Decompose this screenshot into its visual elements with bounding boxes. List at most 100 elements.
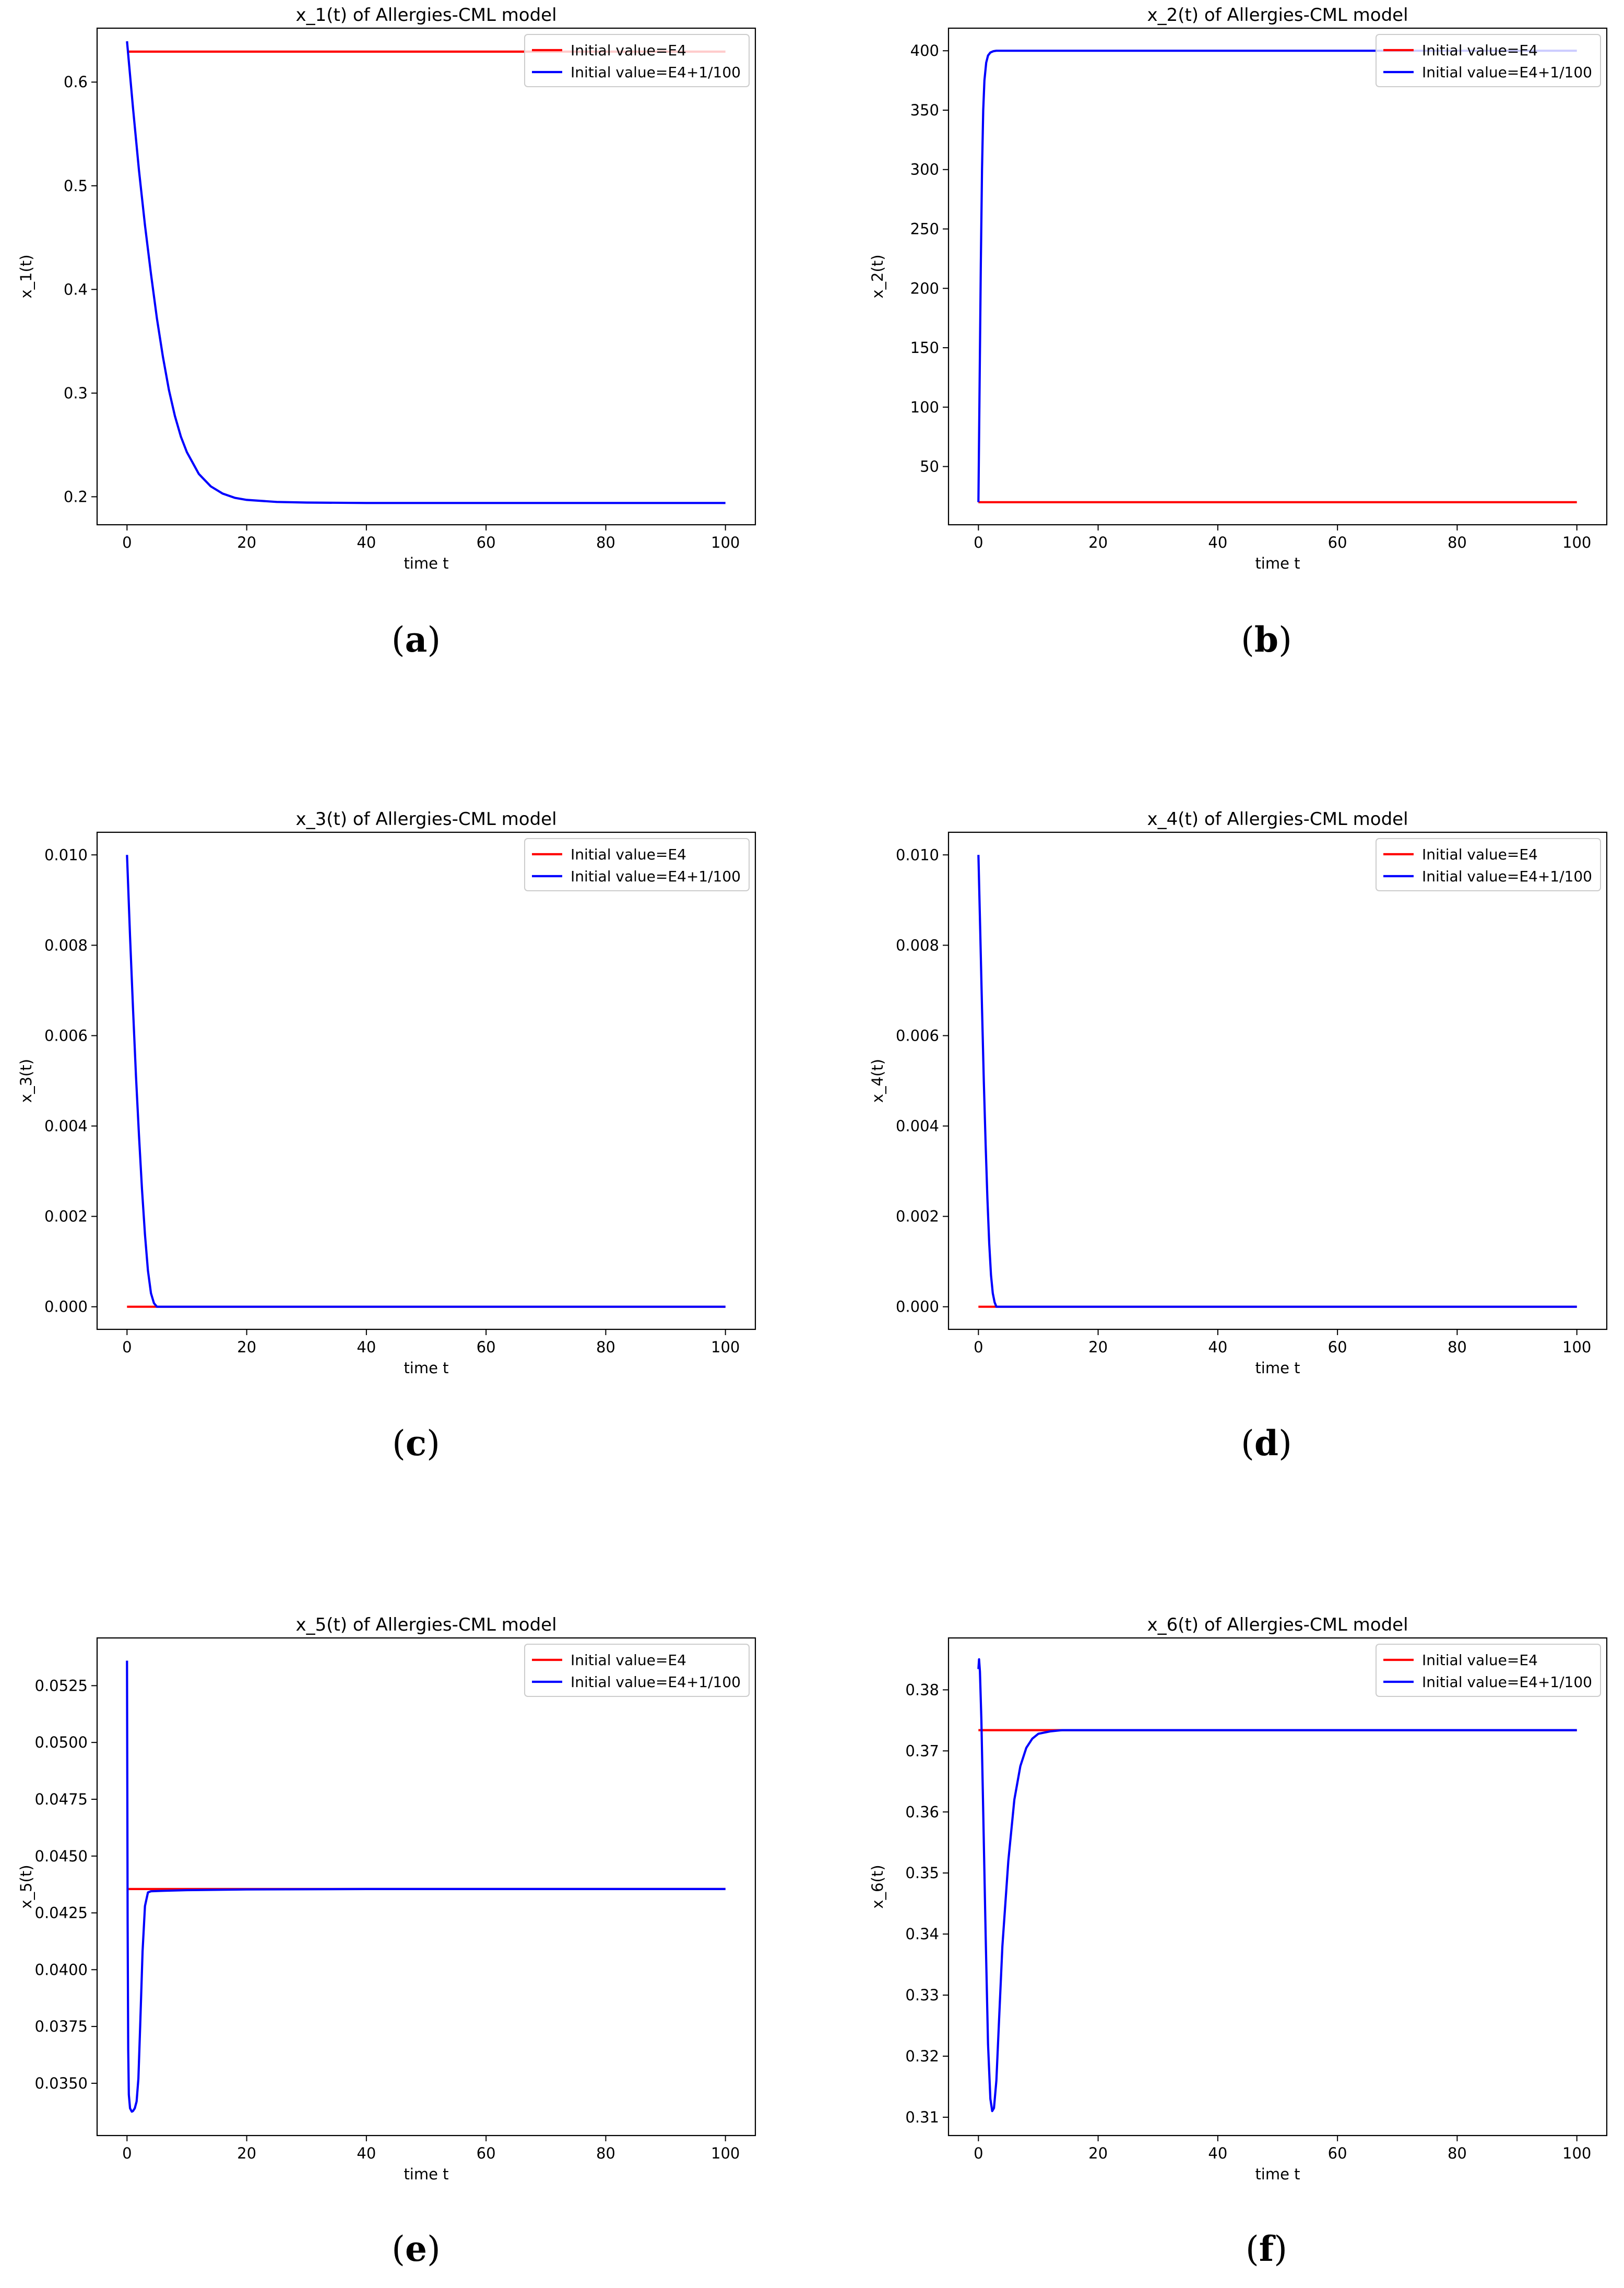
- legend-entry: Initial value=E4: [1422, 1652, 1538, 1669]
- legend: Initial value=E4 Initial value=E4+1/100: [1376, 838, 1601, 891]
- y-tick-label: 0.2: [64, 488, 88, 505]
- y-tick-label: 0.0375: [35, 2018, 88, 2035]
- chart-title: x_4(t) of Allergies-CML model: [1147, 809, 1408, 830]
- plot-frame: [96, 27, 756, 526]
- x-tick-label: 60: [1328, 1338, 1347, 1356]
- y-axis-label: x_2(t): [869, 254, 886, 298]
- series-line-e4-perturbed: [977, 50, 1577, 502]
- y-tick-label: 0.010: [44, 846, 88, 864]
- chart-title: x_2(t) of Allergies-CML model: [1147, 5, 1408, 26]
- series-group: [126, 855, 726, 1308]
- x-tick-label: 20: [237, 534, 256, 551]
- y-tick-label: 200: [910, 279, 939, 297]
- y-tick-label: 0.006: [896, 1027, 939, 1044]
- chart-panel-f: 0 20 40 60 80 100 0.31 0.32 0.33 0.34 0.35 0.36 0.37…: [869, 1614, 1608, 2269]
- series-group: [126, 1660, 726, 2113]
- x-tick-label: 100: [1562, 534, 1591, 551]
- legend-entry: Initial value=E4+1/100: [1422, 64, 1592, 81]
- series-line-e4-perturbed: [977, 1658, 1577, 2113]
- y-tick-label: 0.38: [905, 1681, 939, 1699]
- x-axis-label: time t: [1255, 555, 1300, 572]
- y-tick-label: 400: [910, 42, 939, 60]
- x-tick-label: 60: [1328, 2144, 1347, 2162]
- panel-caption: (b): [1241, 619, 1292, 660]
- legend-entry: Initial value=E4+1/100: [571, 868, 741, 885]
- legend-entry: Initial value=E4+1/100: [571, 1673, 741, 1691]
- x-tick-label: 40: [357, 1338, 376, 1356]
- x-tick-label: 20: [237, 2144, 256, 2162]
- y-tick-label: 0.0350: [35, 2074, 88, 2092]
- y-tick-label: 0.008: [44, 936, 88, 954]
- y-tick-label: 0.34: [905, 1925, 939, 1943]
- x-tick-label: 80: [1448, 1338, 1467, 1356]
- y-tick-label: 0.010: [896, 846, 939, 864]
- legend-box: [1376, 838, 1601, 891]
- x-tick-label: 40: [1208, 534, 1227, 551]
- x-tick-label: 80: [596, 534, 615, 551]
- y-tick-label: 0.0525: [35, 1677, 88, 1694]
- y-tick-label: 0.0400: [35, 1961, 88, 1978]
- plot-frame: [96, 831, 756, 1330]
- chart-panel-a: 0 20 40 60 80 100 0.2 0.3 0.4 0.5 0.6 x_1(t) of All…: [17, 5, 756, 660]
- x-axis-label: time t: [1255, 2165, 1300, 2183]
- x-tick-label: 20: [237, 1338, 256, 1356]
- x-tick-label: 80: [596, 2144, 615, 2162]
- y-tick-label: 0.35: [905, 1864, 939, 1882]
- x-axis-label: time t: [404, 2165, 448, 2183]
- y-tick-label: 0.32: [905, 2047, 939, 2065]
- legend-box: [524, 1644, 750, 1697]
- x-tick-label: 60: [477, 534, 496, 551]
- x-tick-label: 0: [974, 1338, 983, 1356]
- legend: Initial value=E4 Initial value=E4+1/100: [1376, 1644, 1601, 1697]
- legend: Initial value=E4 Initial value=E4+1/100: [524, 838, 750, 891]
- y-tick-label: 0.3: [64, 384, 88, 402]
- x-tick-label: 40: [357, 534, 376, 551]
- y-tick-label: 0.37: [905, 1742, 939, 1760]
- x-tick-label: 80: [1448, 2144, 1467, 2162]
- panel-caption: (d): [1241, 1423, 1292, 1464]
- series-group: [977, 855, 1577, 1308]
- legend-box: [1376, 1644, 1601, 1697]
- chart-panel-b: 0 20 40 60 80 100 50 100 150 200 250 300 350 400 x_2(t…: [869, 5, 1608, 660]
- x-tick-label: 100: [1562, 1338, 1591, 1356]
- y-tick-label: 100: [910, 398, 939, 416]
- y-tick-label: 350: [910, 101, 939, 119]
- x-tick-label: 80: [1448, 534, 1467, 551]
- legend: Initial value=E4 Initial value=E4+1/100: [1376, 34, 1601, 87]
- y-tick-label: 0.6: [64, 73, 88, 91]
- x-tick-label: 100: [1562, 2144, 1591, 2162]
- x-tick-label: 0: [122, 1338, 132, 1356]
- legend-entry: Initial value=E4+1/100: [1422, 868, 1592, 885]
- y-tick-label: 0.4: [64, 280, 88, 298]
- series-line-e4-perturbed: [126, 855, 726, 1308]
- chart-panel-d: 0 20 40 60 80 100 0.000 0.002 0.004 0.006 0.008 0.0…: [869, 809, 1608, 1464]
- y-tick-label: 0.000: [44, 1298, 88, 1316]
- series-group: [977, 1658, 1577, 2113]
- legend-box: [1376, 34, 1601, 87]
- y-tick-label: 0.0425: [35, 1904, 88, 1922]
- x-axis-label: time t: [404, 555, 448, 572]
- legend-entry: Initial value=E4+1/100: [1422, 1673, 1592, 1691]
- panel-caption: (e): [392, 2228, 441, 2269]
- legend: Initial value=E4 Initial value=E4+1/100: [524, 1644, 750, 1697]
- x-tick-label: 100: [711, 1338, 740, 1356]
- y-tick-label: 300: [910, 161, 939, 179]
- x-tick-label: 40: [1208, 1338, 1227, 1356]
- y-tick-label: 0.0500: [35, 1733, 88, 1751]
- x-tick-label: 40: [357, 2144, 376, 2162]
- chart-title: x_5(t) of Allergies-CML model: [295, 1614, 556, 1635]
- panel-caption: (c): [392, 1423, 440, 1464]
- chart-title: x_1(t) of Allergies-CML model: [295, 5, 556, 26]
- x-axis-label: time t: [404, 1359, 448, 1377]
- y-axis-label: x_5(t): [17, 1865, 35, 1908]
- plot-frame: [947, 27, 1608, 526]
- plot-frame: [96, 1637, 756, 2137]
- legend-entry: Initial value=E4: [571, 1652, 686, 1669]
- x-tick-label: 20: [1088, 1338, 1108, 1356]
- panel-caption: (f): [1246, 2228, 1287, 2269]
- x-tick-label: 20: [1088, 2144, 1108, 2162]
- y-tick-label: 50: [920, 458, 939, 476]
- x-tick-label: 100: [711, 534, 740, 551]
- chart-panel-c: 0 20 40 60 80 100 0.000 0.002 0.004 0.006 0.008 0.0…: [17, 809, 756, 1464]
